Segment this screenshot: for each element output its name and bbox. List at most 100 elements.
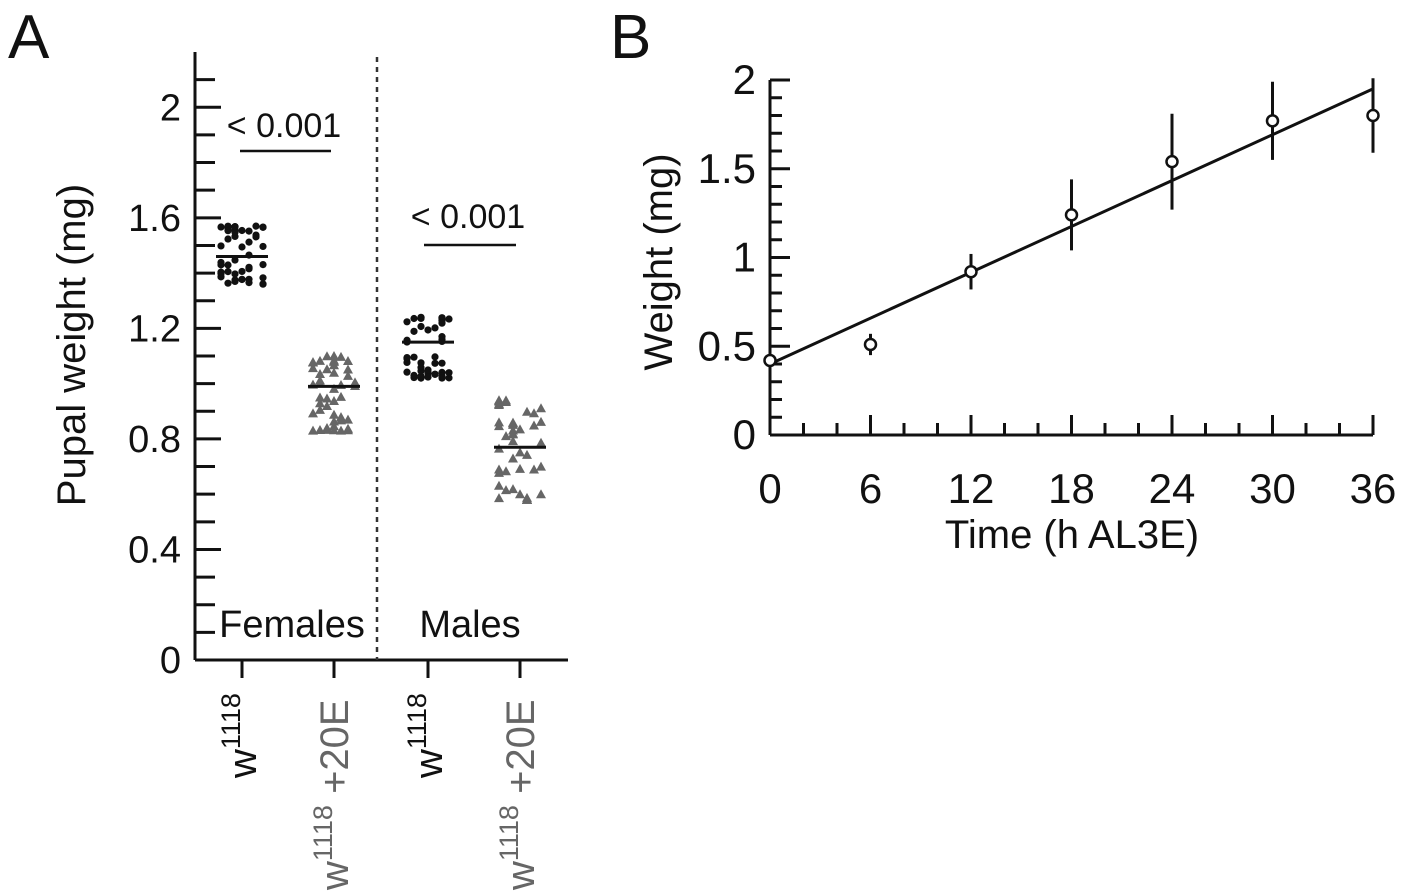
data-point xyxy=(536,403,546,413)
data-point xyxy=(529,464,539,474)
data-point xyxy=(403,318,411,326)
data-point xyxy=(438,374,446,382)
y-tick-label: 2 xyxy=(160,87,181,129)
data-point xyxy=(308,357,318,367)
panel-b-chart: Weight (mg) Time (h AL3E) 0 0.5 1 1.5 2 0 6 12 1… xyxy=(637,56,1396,557)
data-point xyxy=(343,356,353,366)
data-point xyxy=(522,406,532,416)
data-point xyxy=(431,353,439,361)
data-point xyxy=(1165,154,1179,169)
data-point xyxy=(536,437,546,447)
category-label: w1118 +20E xyxy=(308,699,357,891)
x-tick-label: 18 xyxy=(1048,465,1095,512)
data-point xyxy=(308,408,318,418)
data-point xyxy=(315,369,325,379)
data-point xyxy=(224,227,232,235)
data-point xyxy=(431,359,439,367)
data-point xyxy=(1366,108,1380,123)
data-point xyxy=(224,268,232,276)
data-point xyxy=(438,333,446,341)
data-point xyxy=(315,404,325,414)
y-tick-label: 0.5 xyxy=(698,322,756,369)
data-point xyxy=(410,353,418,361)
x-tick-label: 6 xyxy=(859,465,882,512)
panel-b-letter: B xyxy=(610,3,651,72)
data-point xyxy=(501,485,511,495)
data-point xyxy=(343,414,353,424)
data-point xyxy=(445,369,453,377)
data-point xyxy=(336,351,346,361)
data-point xyxy=(238,275,246,283)
data-point xyxy=(322,393,332,403)
data-point xyxy=(964,264,978,279)
data-point xyxy=(431,370,439,378)
data-point xyxy=(417,313,425,321)
data-point xyxy=(245,265,253,273)
data-point xyxy=(522,492,532,502)
data-point xyxy=(336,425,346,435)
data-point xyxy=(863,337,878,352)
data-point xyxy=(231,270,239,278)
y-tick-label: 0.4 xyxy=(128,529,181,571)
y-tick-label: 2 xyxy=(733,56,756,103)
data-point xyxy=(329,425,339,435)
data-point xyxy=(238,226,246,235)
data-point xyxy=(494,417,504,427)
data-point xyxy=(343,370,353,380)
data-point xyxy=(231,256,239,264)
y-tick-label: 1.5 xyxy=(698,145,756,192)
panel-a-letter: A xyxy=(8,3,50,72)
data-point xyxy=(245,238,253,246)
y-tick-label: 0 xyxy=(733,411,756,458)
data-point xyxy=(231,276,239,284)
data-point xyxy=(315,355,325,365)
data-point xyxy=(231,228,239,236)
data-point xyxy=(343,364,353,374)
data-point xyxy=(438,314,446,322)
data-point xyxy=(494,480,504,490)
y-tick-label: 1.6 xyxy=(128,198,181,240)
data-point xyxy=(410,371,418,379)
data-point xyxy=(224,235,232,243)
y-axis-title: Weight (mg) xyxy=(637,153,681,370)
data-point xyxy=(424,373,432,381)
data-point xyxy=(308,363,318,373)
y-axis-title: Pupal weight (mg) xyxy=(50,184,94,506)
data-point xyxy=(536,416,546,426)
data-point xyxy=(417,363,425,372)
data-point xyxy=(417,372,425,380)
data-point xyxy=(515,447,525,457)
data-point xyxy=(508,453,518,463)
data-point xyxy=(424,326,432,334)
data-point xyxy=(322,351,332,361)
panel-a-chart: Pupal weight (mg) Females Males < 0.001 … xyxy=(50,52,568,891)
data-point xyxy=(217,268,225,276)
data-point xyxy=(238,243,246,251)
data-point xyxy=(231,223,239,231)
data-point xyxy=(403,353,411,362)
x-axis-title: Time (h AL3E) xyxy=(945,513,1199,557)
data-point xyxy=(410,327,418,335)
data-point xyxy=(501,466,511,476)
data-point xyxy=(501,396,511,406)
group-label-males: Males xyxy=(419,604,520,646)
data-point xyxy=(217,242,225,250)
data-point xyxy=(508,419,518,429)
data-point xyxy=(259,223,267,231)
data-point xyxy=(515,424,525,434)
data-point xyxy=(536,489,546,499)
data-point xyxy=(431,324,439,332)
data-point xyxy=(403,368,411,376)
data-point xyxy=(329,367,339,377)
data-point xyxy=(515,463,525,473)
data-point xyxy=(259,260,267,269)
x-tick-label: 0 xyxy=(758,465,781,512)
data-point xyxy=(529,408,539,418)
data-point xyxy=(508,484,518,494)
y-tick-label: 0 xyxy=(160,640,181,682)
data-point xyxy=(494,395,504,405)
data-point xyxy=(494,493,504,503)
data-point xyxy=(1064,208,1079,222)
data-point xyxy=(252,231,260,239)
data-point xyxy=(322,400,332,410)
